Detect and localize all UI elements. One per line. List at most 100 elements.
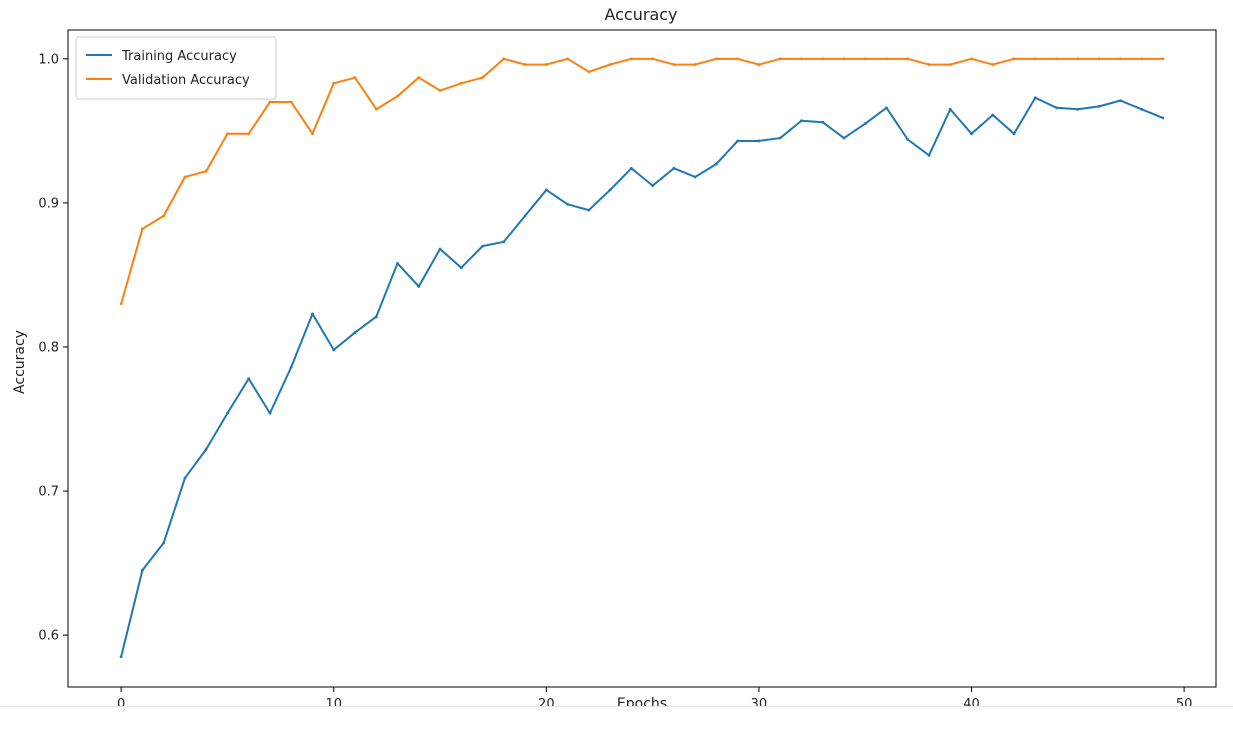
data-point-1-26 [672, 63, 676, 66]
data-point-1-19 [523, 63, 527, 66]
data-point-0-38 [927, 153, 931, 157]
data-point-0-4 [204, 447, 208, 451]
data-point-1-25 [651, 57, 655, 61]
data-point-0-25 [651, 184, 655, 188]
data-point-0-33 [821, 120, 825, 124]
data-point-0-45 [1076, 107, 1080, 111]
y-tick-label-3: 0.9 [38, 196, 59, 211]
data-point-1-36 [885, 57, 888, 61]
data-point-1-14 [417, 76, 421, 79]
data-point-1-12 [374, 107, 378, 111]
data-point-0-22 [587, 208, 591, 212]
data-point-1-28 [715, 57, 718, 61]
chart-title: Accuracy [604, 5, 677, 24]
data-point-1-4 [204, 169, 208, 173]
data-point-0-19 [523, 214, 527, 218]
data-point-0-26 [672, 166, 676, 170]
data-point-0-37 [906, 138, 910, 141]
series-layer [119, 57, 1165, 659]
data-point-0-16 [459, 266, 463, 270]
legend-label-0: Training Accuracy [121, 49, 237, 64]
data-point-1-22 [587, 70, 591, 74]
data-point-0-7 [268, 411, 272, 415]
data-point-1-17 [481, 76, 484, 79]
data-point-1-8 [289, 100, 293, 104]
y-axis-title: Accuracy [12, 330, 28, 394]
data-point-0-41 [991, 113, 995, 117]
data-point-0-30 [757, 139, 761, 143]
bottom-strip [0, 706, 1233, 736]
data-point-1-31 [778, 57, 782, 61]
data-point-1-39 [948, 63, 952, 66]
data-point-1-32 [800, 57, 803, 61]
data-point-1-9 [311, 132, 314, 136]
data-point-1-13 [396, 94, 399, 98]
data-point-1-46 [1097, 57, 1101, 61]
data-point-0-1 [141, 568, 144, 572]
data-point-1-2 [162, 214, 166, 218]
data-point-0-35 [863, 122, 867, 126]
legend-box [75, 36, 277, 100]
data-point-0-0 [119, 655, 123, 659]
data-point-0-39 [948, 107, 952, 111]
data-point-0-14 [417, 285, 421, 288]
data-point-1-29 [736, 57, 740, 61]
data-point-1-24 [629, 57, 633, 61]
data-point-0-23 [608, 188, 612, 192]
data-point-1-11 [353, 76, 357, 79]
data-point-1-15 [438, 89, 442, 92]
data-point-1-47 [1118, 57, 1122, 61]
series-line-1 [120, 57, 1164, 305]
data-point-0-12 [374, 315, 378, 319]
data-point-1-0 [119, 302, 123, 306]
data-point-0-21 [566, 202, 569, 206]
data-point-0-13 [396, 262, 399, 265]
data-point-0-44 [1055, 106, 1058, 110]
data-point-0-2 [162, 541, 166, 545]
data-point-1-33 [821, 57, 825, 61]
legend: Training Accuracy Validation Accuracy [75, 36, 277, 100]
data-point-1-20 [544, 63, 548, 66]
data-point-0-27 [693, 175, 697, 179]
y-tick-label-1: 0.7 [38, 485, 59, 500]
data-point-1-42 [1012, 57, 1016, 61]
data-point-0-31 [778, 136, 782, 140]
data-point-1-40 [970, 57, 973, 61]
data-point-0-42 [1012, 132, 1016, 136]
data-point-1-23 [608, 63, 612, 66]
data-point-1-7 [268, 100, 272, 104]
plot-frame [67, 29, 1217, 688]
data-point-1-5 [226, 132, 229, 136]
data-point-1-38 [927, 63, 931, 66]
data-point-0-32 [800, 119, 803, 123]
data-point-0-6 [247, 377, 251, 381]
data-point-0-11 [353, 331, 357, 334]
data-point-0-48 [1140, 107, 1143, 111]
data-point-1-44 [1055, 57, 1058, 61]
series-line-0 [120, 96, 1164, 658]
data-point-0-24 [629, 166, 633, 170]
plot-area [67, 29, 1217, 688]
data-point-0-8 [289, 365, 293, 369]
data-point-1-41 [991, 63, 995, 66]
data-point-1-48 [1140, 57, 1143, 61]
data-point-1-30 [757, 63, 761, 66]
data-point-0-10 [332, 348, 336, 352]
y-tick-label-4: 1.0 [38, 52, 59, 67]
legend-label-1: Validation Accuracy [122, 73, 250, 88]
data-point-1-45 [1076, 57, 1080, 61]
data-point-1-16 [459, 81, 463, 85]
data-point-0-17 [481, 244, 484, 248]
data-point-0-15 [438, 247, 442, 251]
data-point-1-49 [1161, 57, 1165, 61]
data-point-1-35 [863, 57, 867, 61]
data-point-1-27 [693, 63, 697, 66]
x-tick-label-0: 0 [117, 697, 125, 712]
data-point-1-18 [502, 57, 506, 61]
data-point-0-34 [842, 136, 846, 140]
data-point-0-49 [1161, 116, 1165, 120]
data-point-1-37 [906, 57, 910, 61]
data-point-1-1 [141, 227, 144, 231]
